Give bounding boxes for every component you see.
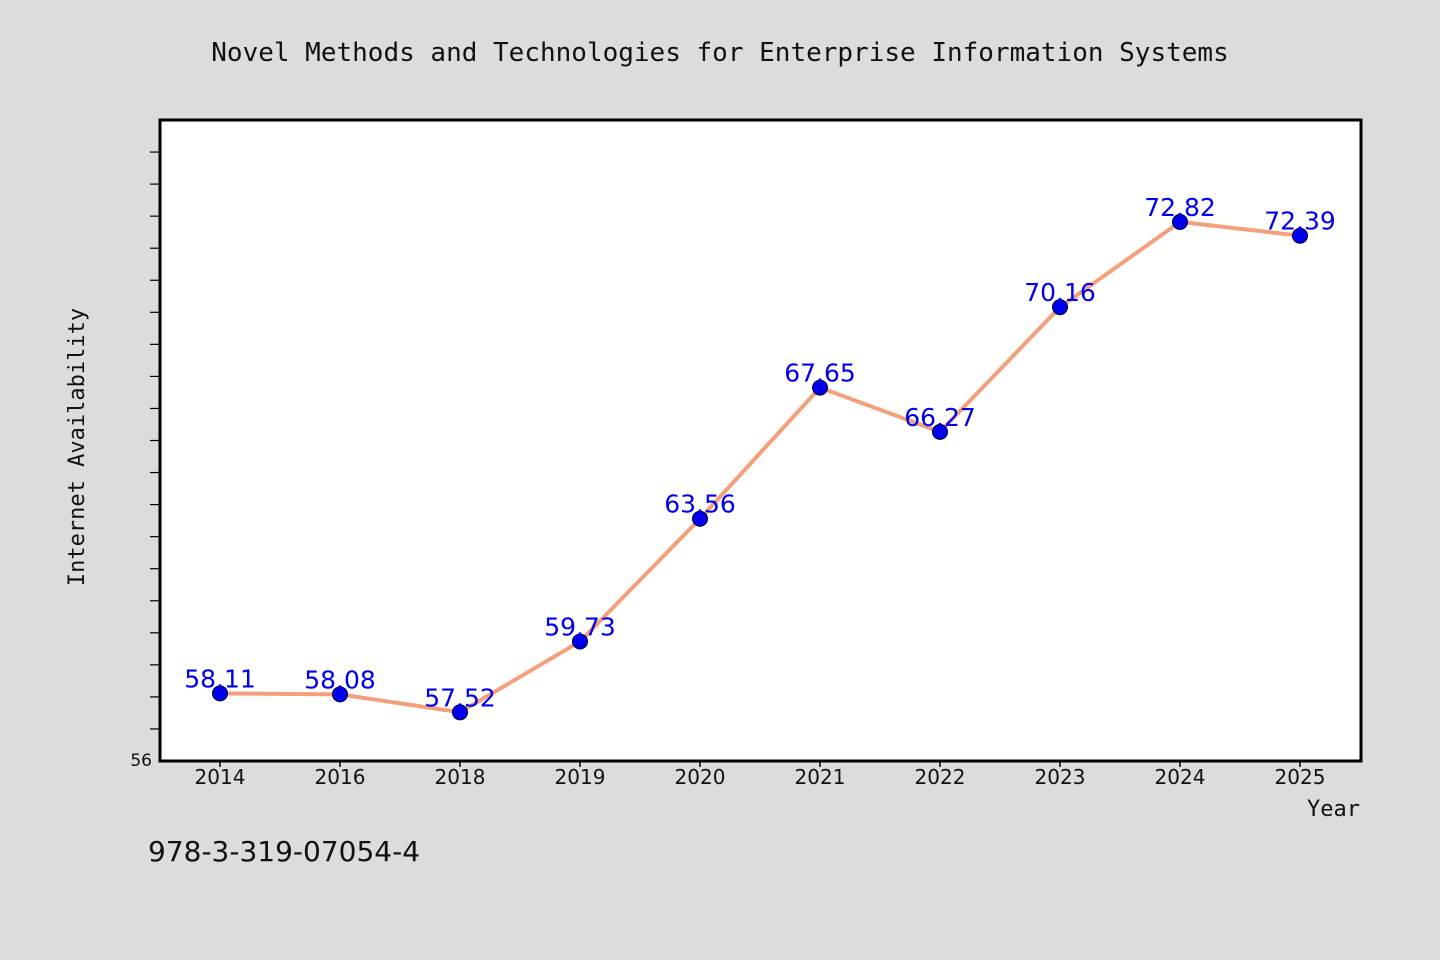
- chart-title: Novel Methods and Technologies for Enter…: [211, 38, 1228, 68]
- series-layer: 58.11 58.08 57.52 59.73 63.56 67.65 66.27 70.16…: [184, 193, 1336, 721]
- data-point-marker: [692, 510, 708, 527]
- data-point-marker: [572, 633, 588, 650]
- x-axis-ticks: 2014 2016 2018 2019 2020 2021 2022 2023 2024 2025: [195, 761, 1326, 789]
- isbn-label: 978-3-319-07054-4: [148, 835, 421, 868]
- x-tick-label: 2016: [315, 765, 366, 789]
- x-tick-label: 2024: [1155, 765, 1206, 789]
- y-axis-min-label: 56: [130, 751, 152, 771]
- x-tick-label: 2020: [675, 765, 726, 789]
- data-label: 58.11: [184, 664, 256, 693]
- data-label: 66.27: [904, 403, 976, 432]
- x-tick-label: 2025: [1275, 765, 1326, 789]
- data-point-marker: [452, 704, 468, 721]
- data-label: 59.73: [544, 612, 616, 641]
- x-tick-label: 2022: [915, 765, 966, 789]
- plot-area: [158, 118, 1363, 763]
- data-point-marker: [1172, 213, 1188, 230]
- data-label: 72.39: [1264, 207, 1336, 236]
- data-label: 63.56: [664, 490, 736, 519]
- y-axis-ticks: [150, 151, 160, 730]
- x-tick-label: 2018: [435, 765, 486, 789]
- data-label: 72.82: [1144, 193, 1216, 222]
- x-tick-label: 2014: [195, 765, 246, 789]
- x-axis-title: Year: [1307, 797, 1360, 822]
- data-label: 67.65: [784, 359, 856, 388]
- data-point-marker: [932, 423, 948, 440]
- x-tick-label: 2021: [795, 765, 846, 789]
- data-point-marker: [1052, 299, 1068, 316]
- data-point-marker: [812, 379, 828, 396]
- series-line: [218, 219, 1302, 715]
- data-point-marker: [332, 686, 348, 703]
- data-point-marker: [1292, 227, 1308, 244]
- y-axis-title: Internet Availability: [65, 308, 90, 586]
- x-tick-label: 2019: [555, 765, 606, 789]
- x-tick-label: 2023: [1035, 765, 1086, 789]
- data-label: 57.52: [424, 683, 496, 712]
- data-label: 58.08: [304, 665, 376, 694]
- data-label: 70.16: [1024, 278, 1096, 307]
- data-point-marker: [212, 685, 228, 702]
